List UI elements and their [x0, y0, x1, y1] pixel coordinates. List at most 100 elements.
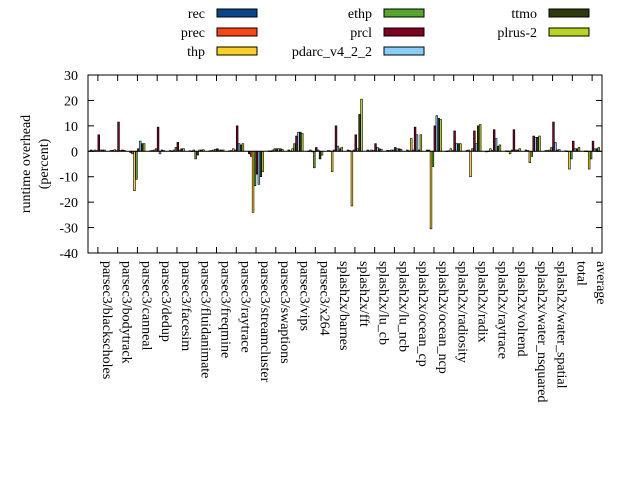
bar-pdarc-v4-2-2-splash2x-barnes [336, 145, 340, 152]
bar-ethp-parsec3-fluidanimate [194, 150, 197, 160]
bar-ttmo-parsec3-raytrace [239, 144, 243, 152]
bar-pdarc-v4-2-2-splash2x-water-nsquared [534, 137, 537, 152]
y-tick-label: 30 [64, 69, 78, 84]
legend-swatch [383, 8, 425, 18]
bar-prcl-splash2x-lu-ncb [394, 147, 397, 152]
bar-ethp-parsec3-canneal [135, 150, 138, 180]
x-tick-label-splash2x-lu-ncb: splash2x/lu_ncb [395, 261, 410, 352]
x-tick-label-splash2x-ocean-cp: splash2x/ocean_cp [415, 261, 430, 367]
bar-thp-splash2x-water-nsquared [528, 150, 532, 164]
bar-prcl-parsec3-x264 [315, 147, 318, 152]
bar-layer [89, 98, 600, 230]
bar-ttmo-splash2x-fft [358, 114, 361, 152]
bar-ethp-parsec3-facesim [174, 147, 178, 152]
bar-ethp-parsec3-x264 [313, 150, 316, 169]
bar-plrus-2-splash2x-water-nsquared [538, 135, 541, 152]
bar-plrus-2-splash2x-ocean-ncp [439, 119, 442, 152]
bar-ttmo-splash2x-water-nsquared [536, 137, 539, 152]
legend-label: rec [188, 7, 205, 22]
bar-plrus-2-parsec3-vips [301, 133, 304, 152]
legend-swatch [548, 8, 590, 18]
y-tick-label: -10 [59, 171, 78, 186]
bar-prcl-parsec3-bodytrack [117, 121, 120, 152]
x-tick-label-splash2x-lu-cb: splash2x/lu_cb [376, 261, 391, 345]
bar-prcl-splash2x-water-spatial [552, 121, 555, 152]
bar-prec-parsec3-streamcluster [249, 150, 253, 157]
bar-prcl-average [591, 140, 595, 152]
bar-prcl-splash2x-radiosity [453, 130, 456, 152]
bar-prcl-splash2x-water-nsquared [532, 135, 535, 152]
bar-prcl-parsec3-streamcluster [255, 150, 259, 175]
x-tick-label-parsec3-canneal: parsec3/canneal [138, 261, 153, 350]
bar-ttmo-parsec3-streamcluster [259, 150, 262, 178]
y-axis-ticks: -40 -30 -20 -10 0 10 20 30 [59, 69, 602, 262]
bar-pdarc-v4-2-2-splash2x-lu-cb [376, 147, 379, 152]
bar-plrus-2-splash2x-barnes [340, 147, 343, 152]
legend-item-thp: thp [187, 45, 258, 60]
axes [87, 74, 603, 254]
bar-ethp-parsec3-vips [293, 143, 296, 152]
bar-pdarc-v4-2-2-splash2x-radix [475, 143, 478, 152]
legend-item-prec: prec [181, 26, 258, 41]
x-tick-label-parsec3-raytrace: parsec3/raytrace [237, 261, 252, 353]
bar-prcl-parsec3-facesim [176, 142, 180, 152]
legend-item-ttmo: ttmo [511, 7, 590, 22]
x-tick-label-parsec3-bodytrack: parsec3/bodytrack [119, 261, 134, 364]
legend-label: pdarc_v4_2_2 [292, 45, 372, 60]
bar-thp-parsec3-streamcluster [251, 150, 255, 213]
legend-item-ethp: ethp [348, 7, 425, 22]
bar-plrus-2-parsec3-x264 [320, 150, 324, 156]
bar-thp-splash2x-ocean-ncp [429, 150, 433, 230]
bar-ttmo-splash2x-ocean-ncp [437, 117, 440, 152]
legend-swatch [383, 46, 425, 56]
legend-label: plrus-2 [497, 26, 537, 41]
legend-label: ethp [348, 7, 372, 22]
bar-pdarc-v4-2-2-splash2x-ocean-ncp [435, 115, 438, 152]
legend-swatch [548, 27, 590, 37]
bar-prcl-splash2x-radix [473, 130, 476, 152]
legend-swatch [216, 46, 258, 56]
bar-ttmo-parsec3-vips [299, 131, 302, 152]
legend-swatch [383, 27, 425, 37]
y-axis-label-line: runtime overhead [19, 115, 34, 213]
y-tick-label: 0 [71, 145, 78, 160]
bar-prcl-parsec3-raytrace [235, 125, 239, 152]
x-tick-label-parsec3-freqmine: parsec3/freqmine [218, 261, 233, 358]
bar-prcl-splash2x-barnes [334, 125, 338, 152]
bar-prcl-splash2x-lu-cb [374, 143, 377, 152]
bar-thp-average [587, 150, 591, 170]
bar-prcl-splash2x-ocean-ncp [433, 125, 437, 152]
bar-prcl-total [572, 140, 575, 152]
bar-ttmo-splash2x-raytrace [496, 145, 500, 152]
bar-pdarc-v4-2-2-parsec3-canneal [139, 140, 142, 152]
bar-ttmo-parsec3-canneal [140, 143, 144, 152]
legend-label: prec [181, 26, 205, 41]
bar-ethp-parsec3-streamcluster [253, 150, 257, 186]
y-tick-label: 10 [64, 120, 78, 135]
legend-swatch [216, 8, 258, 18]
bar-prcl-parsec3-fluidanimate [196, 150, 199, 156]
bar-plrus-2-parsec3-streamcluster [261, 150, 264, 172]
bar-ethp-total [570, 150, 573, 160]
bar-prcl-splash2x-raytrace [492, 129, 496, 152]
bar-thp-splash2x-radix [469, 150, 472, 178]
y-tick-label: -30 [59, 222, 78, 237]
legend-swatch [216, 27, 258, 37]
bar-thp-parsec3-canneal [133, 150, 136, 191]
x-tick-label-splash2x-water-spatial: splash2x/water_spatial [554, 261, 569, 389]
legend-item-pdarc-v4-2-2: pdarc_v4_2_2 [292, 45, 425, 60]
bar-plrus-2-parsec3-canneal [142, 143, 146, 152]
bar-pdarc-v4-2-2-parsec3-streamcluster [257, 150, 261, 185]
y-tick-label: -40 [59, 247, 78, 262]
bar-pdarc-v4-2-2-splash2x-raytrace [494, 138, 498, 152]
x-tick-label-splash2x-barnes: splash2x/barnes [336, 261, 351, 350]
x-tick-label-splash2x-water-nsquared: splash2x/water_nsquared [534, 261, 549, 403]
x-tick-label-parsec3-dedup: parsec3/dedup [158, 261, 173, 342]
x-tick-label-splash2x-ocean-ncp: splash2x/ocean_ncp [435, 261, 450, 374]
x-tick-label-average: average [593, 261, 608, 305]
bar-prcl-parsec3-vips [295, 135, 298, 152]
bar-pdarc-v4-2-2-parsec3-raytrace [237, 143, 241, 152]
x-tick-label-total: total [573, 261, 588, 286]
bar-plrus-2-total [577, 147, 581, 152]
bar-thp-total [568, 150, 571, 170]
